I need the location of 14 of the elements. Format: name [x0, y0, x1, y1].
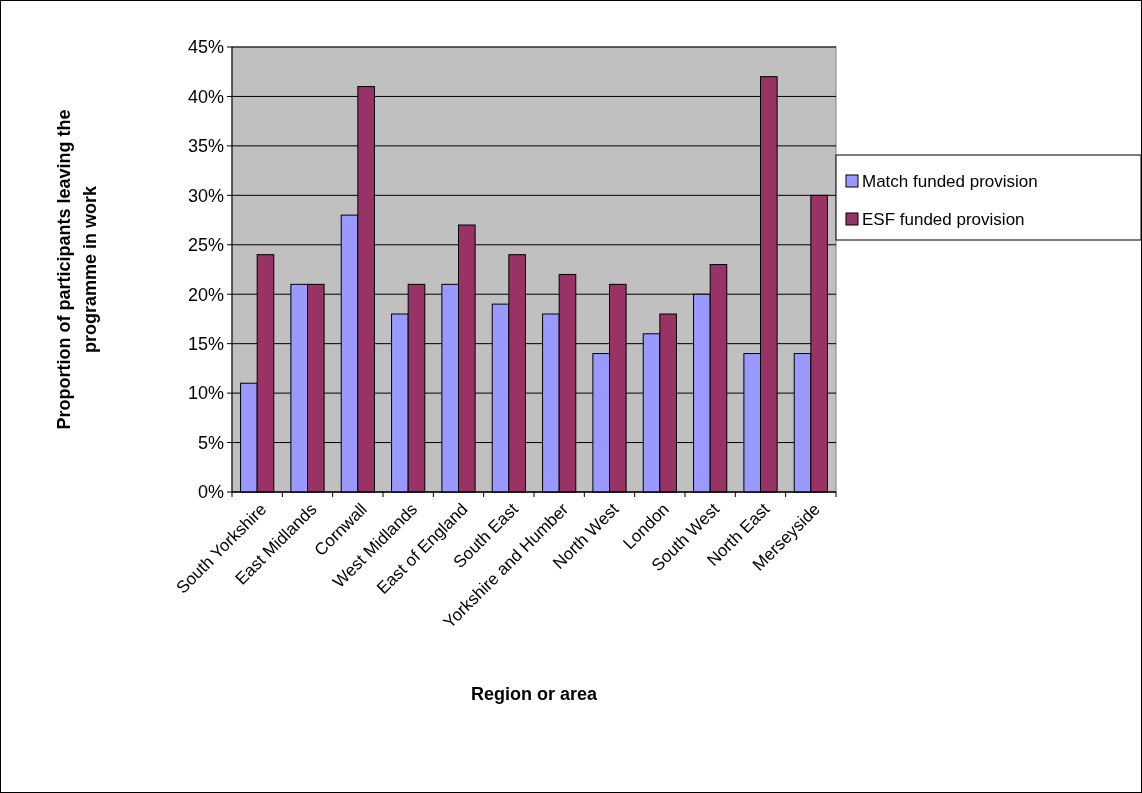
y-tick-label: 10% — [187, 383, 224, 404]
y-tick-label: 35% — [187, 136, 224, 157]
y-tick-label: 20% — [187, 284, 224, 305]
y-tick-label: 5% — [197, 432, 224, 453]
y-axis-title: Proportion of participants leaving the programme in work — [54, 109, 100, 430]
y-tick-label: 45% — [187, 37, 224, 58]
y-tick-label: 25% — [187, 235, 224, 256]
y-tick-label: 30% — [187, 185, 224, 206]
y-tick-label: 15% — [187, 333, 224, 354]
legend-label: Match funded provision — [862, 171, 1038, 191]
y-tick-label: 0% — [197, 482, 224, 503]
legend-label: ESF funded provision — [862, 209, 1025, 229]
x-axis-title: Region or area — [470, 684, 598, 704]
y-tick-label: 40% — [187, 86, 224, 107]
